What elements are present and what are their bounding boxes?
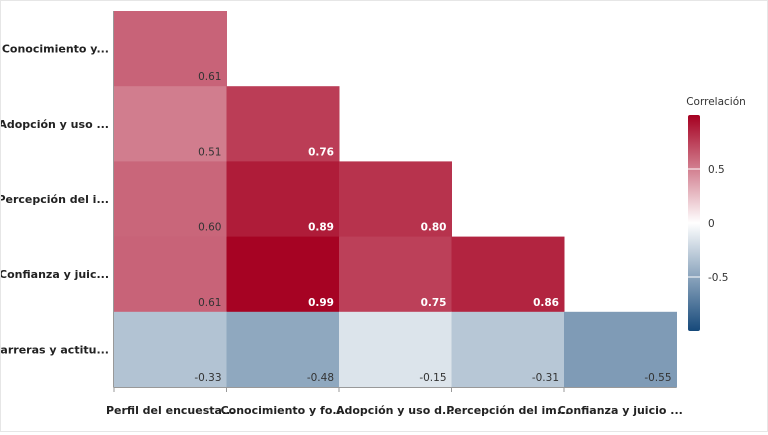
heatmap-cell[interactable]	[226, 161, 340, 238]
heatmap-cell[interactable]	[226, 236, 340, 313]
colorbar-tick-label: 0	[708, 218, 715, 230]
colorbar-tick-label: -0.5	[708, 272, 729, 284]
colorbar-legend: Correlación 0.5 0 -0.5	[686, 96, 746, 331]
cell-value-label: 0.86	[533, 297, 559, 309]
heatmap-cell[interactable]	[226, 86, 340, 162]
y-axis-labels: Conocimiento y... Adopción y uso ... Perce…	[0, 43, 109, 357]
heatmap-cells: 0.61 0.51 0.76 0.60 0.89 0.80 0.61 0.99 0.75 0.86…	[114, 11, 677, 388]
x-tick-label: Percepción del im...	[446, 404, 569, 417]
heatmap-cell[interactable]	[114, 11, 227, 87]
cell-value-label: 0.99	[308, 297, 334, 309]
y-tick-label: Adopción y uso ...	[1, 118, 109, 131]
heatmap-cell[interactable]	[339, 311, 452, 388]
heatmap-cell[interactable]	[451, 236, 565, 313]
heatmap-cell[interactable]	[114, 236, 227, 313]
cell-value-label: -0.33	[194, 372, 221, 384]
cell-value-label: -0.31	[532, 372, 559, 384]
heatmap-cell[interactable]	[114, 86, 227, 162]
cell-value-label: 0.89	[308, 222, 334, 234]
cell-value-label: 0.75	[421, 297, 447, 309]
cell-value-label: 0.76	[308, 146, 334, 158]
cell-value-label: -0.15	[419, 372, 446, 384]
y-tick-label: Confianza y juic...	[1, 268, 109, 281]
heatmap-cell[interactable]	[339, 161, 452, 238]
heatmap-cell[interactable]	[339, 236, 452, 313]
cell-value-label: 0.80	[421, 222, 447, 234]
x-tick-label: Confianza y juicio ...	[558, 404, 683, 417]
cell-value-label: -0.55	[644, 372, 671, 384]
heatmap-cell[interactable]	[114, 311, 227, 388]
heatmap-cell[interactable]	[451, 311, 565, 388]
cell-value-label: -0.48	[307, 372, 334, 384]
cell-value-label: 0.61	[198, 71, 221, 83]
x-tick-label: Perfil del encuesta...	[106, 404, 235, 417]
y-tick-label: Conocimiento y...	[2, 43, 109, 56]
y-tick-label: Barreras y actitu...	[1, 343, 109, 356]
heatmap-cell[interactable]	[564, 311, 677, 388]
x-tick-label: Conocimiento y fo...	[221, 404, 345, 417]
cell-value-label: 0.60	[198, 222, 221, 234]
heatmap-cell[interactable]	[226, 311, 340, 388]
colorbar-tick-label: 0.5	[708, 164, 725, 176]
y-tick-label: Percepción del i...	[1, 193, 109, 206]
cell-value-label: 0.61	[198, 297, 221, 309]
colorbar-title: Correlación	[686, 96, 746, 108]
x-tick-label: Adopción y uso d...	[336, 404, 455, 417]
cell-value-label: 0.51	[198, 146, 221, 158]
x-axis-labels: Perfil del encuesta...Conocimiento y fo.…	[106, 387, 683, 417]
heatmap-cell[interactable]	[114, 161, 227, 238]
